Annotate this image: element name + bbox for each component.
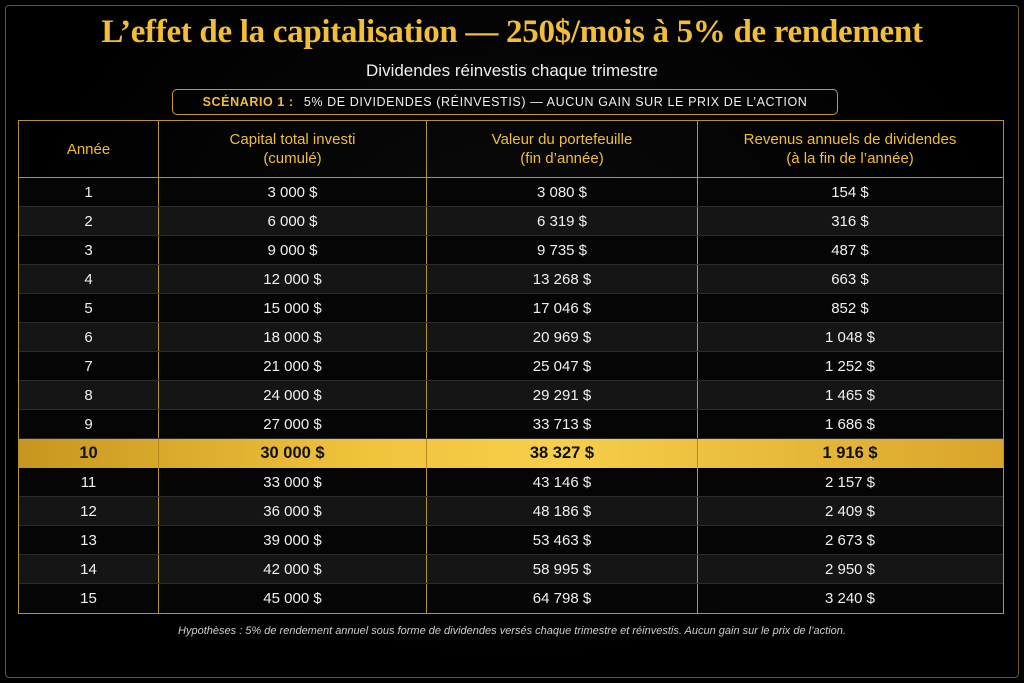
cell-capital: 24 000 $ — [159, 381, 427, 409]
cell-dividend-income: 1 465 $ — [824, 386, 876, 404]
cell-dividend-income: 2 157 $ — [824, 473, 876, 491]
cell-capital: 12 000 $ — [159, 265, 427, 293]
cell-portfolio-value: 3 080 $ — [427, 178, 698, 206]
cell-portfolio-value: 33 713 $ — [427, 410, 698, 438]
cell-dividend-income: 3 240 $ — [824, 590, 876, 607]
table-row: 7 21 000 $25 047 $ 1 252 $ — [19, 352, 1003, 381]
cell-year: 7 — [19, 352, 159, 380]
cell-dividend-income: 2 950 $ — [824, 560, 876, 578]
cell-capital: 9 000 $ — [159, 236, 427, 264]
cell-year: 10 — [19, 439, 159, 468]
table-row: 15 45 000 $64 798 $ 3 240 $ — [19, 584, 1003, 613]
cell-capital: 15 000 $ — [159, 294, 427, 322]
cell-year: 5 — [19, 294, 159, 322]
cell-year: 15 — [19, 584, 159, 613]
cell-dividend-income: 487 $ — [831, 241, 869, 259]
cell-year: 2 — [19, 207, 159, 235]
cell-year: 6 — [19, 323, 159, 351]
column-header-line: Année — [66, 140, 111, 158]
cell-capital: 33 000 $ — [159, 468, 427, 496]
table-row-highlighted: 10 30 000 $38 327 $ 1 916 $ — [19, 439, 1003, 468]
table-row: 13 39 000 $53 463 $ 2 673 $ — [19, 526, 1003, 555]
cell-year: 13 — [19, 526, 159, 554]
column-header-capital: Capital total investi (cumulé) — [159, 121, 427, 177]
cell-portfolio-value: 43 146 $ — [427, 468, 698, 496]
cell-capital: 30 000 $ — [159, 439, 427, 468]
column-header-line: Capital total investi — [229, 131, 356, 148]
cell-year: 14 — [19, 555, 159, 583]
cell-portfolio-value: 58 995 $ — [427, 555, 698, 583]
table-header: Année Capital total investi (cumulé) Val… — [19, 121, 1003, 178]
cell-portfolio-value: 29 291 $ — [427, 381, 698, 409]
cell-capital: 18 000 $ — [159, 323, 427, 351]
table-row: 14 42 000 $58 995 $ 2 950 $ — [19, 555, 1003, 584]
column-header-year: Année — [19, 121, 159, 177]
cell-dividend-income: 316 $ — [831, 212, 869, 230]
cell-portfolio-value: 64 798 $ — [427, 584, 698, 613]
cell-portfolio-value: 17 046 $ — [427, 294, 698, 322]
cell-portfolio-value: 13 268 $ — [427, 265, 698, 293]
table-row: 11 33 000 $43 146 $ 2 157 $ — [19, 468, 1003, 497]
column-header-dividend-income: Revenus annuels de dividendes (à la fin … — [698, 121, 1002, 177]
cell-dividend-income: 2 409 $ — [824, 502, 876, 520]
cell-year: 11 — [19, 468, 159, 496]
cell-year: 9 — [19, 410, 159, 438]
cell-year: 8 — [19, 381, 159, 409]
cell-dividend-income: 1 252 $ — [824, 357, 876, 375]
cell-year: 12 — [19, 497, 159, 525]
cell-portfolio-value: 6 319 $ — [427, 207, 698, 235]
cell-capital: 6 000 $ — [159, 207, 427, 235]
cell-year: 3 — [19, 236, 159, 264]
cell-year: 4 — [19, 265, 159, 293]
cell-capital: 27 000 $ — [159, 410, 427, 438]
table-row: 12 36 000 $48 186 $ 2 409 $ — [19, 497, 1003, 526]
cell-portfolio-value: 38 327 $ — [427, 439, 698, 468]
column-header-subline: (cumulé) — [263, 150, 322, 167]
data-table: Année Capital total investi (cumulé) Val… — [18, 120, 1004, 614]
scenario-banner: SCÉNARIO 1 : 5% DE DIVIDENDES (RÉINVESTI… — [172, 89, 838, 115]
cell-capital: 45 000 $ — [159, 584, 427, 613]
cell-capital: 21 000 $ — [159, 352, 427, 380]
column-header-subline: (à la fin de l’année) — [786, 150, 914, 167]
cell-portfolio-value: 48 186 $ — [427, 497, 698, 525]
cell-dividend-income: 1 686 $ — [824, 415, 876, 433]
column-header-line: Revenus annuels de dividendes — [743, 131, 957, 148]
cell-capital: 3 000 $ — [159, 178, 427, 206]
cell-portfolio-value: 25 047 $ — [427, 352, 698, 380]
table-row: 8 24 000 $29 291 $ 1 465 $ — [19, 381, 1003, 410]
column-header-subline: (fin d’année) — [520, 150, 604, 167]
cell-dividend-income: 852 $ — [831, 299, 869, 317]
cell-dividend-income: 1 048 $ — [824, 328, 876, 346]
page-subtitle: Dividendes réinvestis chaque trimestre — [366, 61, 658, 80]
cell-dividend-income: 1 916 $ — [822, 444, 878, 462]
column-header-portfolio-value: Valeur du portefeuille (fin d’année) — [427, 121, 698, 177]
scenario-text: 5% DE DIVIDENDES (RÉINVESTIS) — AUCUN GA… — [303, 95, 808, 109]
table-row: 5 15 000 $17 046 $ 852 $ — [19, 294, 1003, 323]
column-header-line: Valeur du portefeuille — [491, 131, 633, 148]
cell-dividend-income: 154 $ — [831, 183, 869, 201]
cell-year: 1 — [19, 178, 159, 206]
scenario-label: SCÉNARIO 1 : — [202, 95, 294, 109]
table-row: 6 18 000 $20 969 $ 1 048 $ — [19, 323, 1003, 352]
footnote: Hypothèses : 5% de rendement annuel sous… — [178, 625, 846, 637]
cell-portfolio-value: 53 463 $ — [427, 526, 698, 554]
cell-portfolio-value: 20 969 $ — [427, 323, 698, 351]
table-row: 9 27 000 $33 713 $ 1 686 $ — [19, 410, 1003, 439]
cell-dividend-income: 2 673 $ — [824, 531, 876, 549]
cell-capital: 36 000 $ — [159, 497, 427, 525]
table-row: 4 12 000 $13 268 $ 663 $ — [19, 265, 1003, 294]
cell-portfolio-value: 9 735 $ — [427, 236, 698, 264]
cell-capital: 42 000 $ — [159, 555, 427, 583]
cell-capital: 39 000 $ — [159, 526, 427, 554]
cell-dividend-income: 663 $ — [831, 270, 869, 288]
page-title: L’effet de la capitalisation — 250$/mois… — [101, 14, 923, 50]
